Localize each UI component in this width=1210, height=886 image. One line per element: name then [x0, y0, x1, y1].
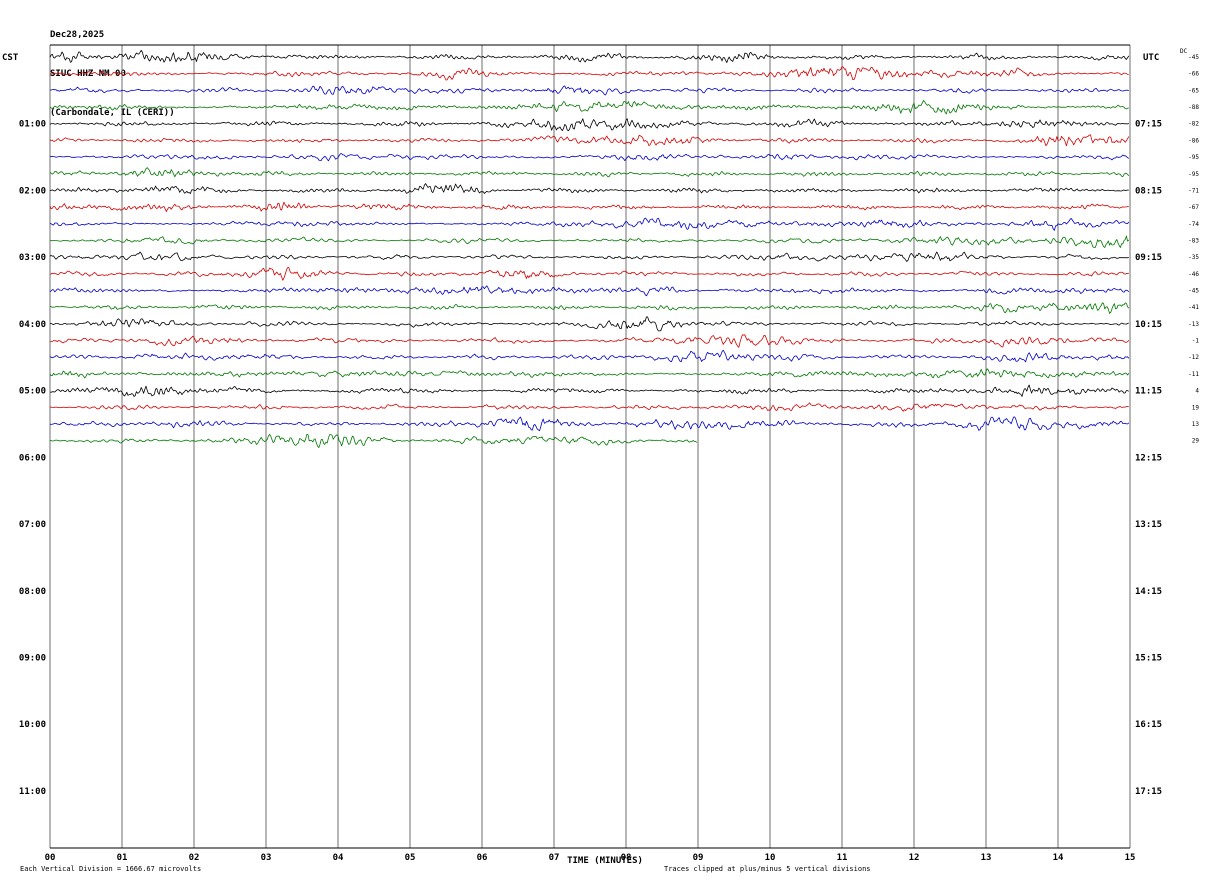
dc-offset-value: -66: [1188, 71, 1199, 78]
seismogram-trace: [49, 302, 1130, 314]
left-time-label: 06:00: [19, 453, 46, 463]
x-tick-label: 07: [549, 853, 560, 863]
x-tick-label: 01: [117, 853, 128, 863]
right-axis-header: UTC: [1143, 53, 1159, 63]
dc-offset-value: -95: [1188, 154, 1199, 161]
dc-offset-value: -45: [1188, 288, 1199, 295]
dc-offset-value: -46: [1188, 271, 1199, 278]
seismogram-trace: [49, 349, 1130, 363]
x-tick-label: 00: [45, 853, 56, 863]
right-time-label: 17:15: [1135, 787, 1162, 797]
title-date: Dec28,2025: [50, 30, 105, 40]
left-time-label: 02:00: [19, 186, 46, 196]
right-time-label: 07:15: [1135, 120, 1162, 130]
seismogram-trace: [49, 416, 1130, 432]
x-tick-label: 06: [477, 853, 488, 863]
left-time-label: 09:00: [19, 653, 46, 663]
left-time-label: 10:00: [19, 720, 46, 730]
left-time-label: 11:00: [19, 787, 46, 797]
x-tick-label: 11: [837, 853, 848, 863]
right-time-label: 08:15: [1135, 186, 1162, 196]
dc-offset-value: -71: [1188, 187, 1199, 194]
seismogram-trace: [49, 217, 1130, 231]
seismogram-trace: [49, 368, 1130, 379]
left-time-label: 08:00: [19, 587, 46, 597]
dc-offset-value: -88: [1188, 104, 1199, 111]
clipping-note: Traces clipped at plus/minus 5 vertical …: [664, 865, 871, 873]
dc-offset-value: 4: [1195, 388, 1199, 395]
right-time-label: 13:15: [1135, 520, 1162, 530]
x-tick-label: 12: [909, 853, 920, 863]
left-time-label: 01:00: [19, 120, 46, 130]
dc-offset-value: 29: [1192, 438, 1200, 445]
right-time-label: 09:15: [1135, 253, 1162, 263]
right-time-label: 12:15: [1135, 453, 1162, 463]
dc-offset-value: -11: [1188, 371, 1199, 378]
left-time-label: 07:00: [19, 520, 46, 530]
x-tick-label: 08: [621, 853, 632, 863]
dc-offset-value: -82: [1188, 121, 1199, 128]
dc-offset-value: -67: [1188, 204, 1199, 211]
dc-offset-value: -95: [1188, 171, 1199, 178]
left-time-label: 05:00: [19, 387, 46, 397]
dc-offset-value: -41: [1188, 304, 1199, 311]
seismogram-trace: [49, 251, 1129, 262]
x-tick-label: 09: [693, 853, 704, 863]
seismogram-trace: [49, 66, 1129, 81]
dc-column-header: DC: [1180, 48, 1188, 55]
seismogram-trace: [49, 153, 1130, 162]
left-axis-header: CST: [2, 53, 19, 63]
seismogram-trace: [50, 235, 1130, 248]
x-tick-label: 13: [981, 853, 992, 863]
x-tick-label: 04: [333, 853, 344, 863]
dc-offset-value: -13: [1188, 321, 1199, 328]
right-time-label: 16:15: [1135, 720, 1162, 730]
dc-offset-value: -45: [1188, 54, 1199, 61]
seismogram-trace: [49, 85, 1129, 96]
seismogram-trace: [49, 433, 698, 449]
right-time-label: 15:15: [1135, 653, 1162, 663]
seismogram-trace: [49, 167, 1130, 178]
x-tick-label: 15: [1125, 853, 1136, 863]
dc-offset-value: -65: [1188, 87, 1199, 94]
seismogram-trace: [49, 100, 1129, 115]
x-tick-label: 10: [765, 853, 776, 863]
dc-offset-value: 13: [1192, 421, 1200, 428]
seismogram-trace: [49, 285, 1130, 297]
left-time-label: 03:00: [19, 253, 46, 263]
x-tick-label: 02: [189, 853, 200, 863]
right-time-label: 10:15: [1135, 320, 1162, 330]
dc-offset-value: -86: [1188, 137, 1199, 144]
seismogram-trace: [50, 134, 1130, 147]
seismogram-trace: [49, 402, 1129, 412]
x-tick-label: 05: [405, 853, 416, 863]
dc-offset-value: -12: [1188, 354, 1199, 361]
seismogram-trace: [49, 267, 1129, 281]
seismogram-trace: [49, 118, 1130, 132]
vertical-division-note: Each Vertical Division = 1666.67 microvo…: [20, 865, 202, 873]
right-time-label: 11:15: [1135, 387, 1162, 397]
x-tick-label: 03: [261, 853, 272, 863]
dc-offset-value: -74: [1188, 221, 1199, 228]
left-time-label: 04:00: [19, 320, 46, 330]
right-time-label: 14:15: [1135, 587, 1162, 597]
seismogram-trace: [49, 201, 1129, 213]
title-location: (Carbondale, IL (CERI)): [50, 108, 175, 118]
x-tick-label: 14: [1053, 853, 1064, 863]
dc-offset-value: -35: [1188, 254, 1199, 261]
seismogram-trace: [50, 316, 1129, 332]
seismogram-trace: [49, 50, 1130, 63]
seismogram-trace: [49, 334, 1130, 348]
x-axis-title: TIME (MINUTES): [567, 856, 643, 866]
seismogram-trace: [49, 384, 1129, 397]
seismogram-trace: [49, 183, 1129, 195]
dc-offset-value: 19: [1192, 404, 1200, 411]
dc-offset-value: -83: [1188, 237, 1199, 244]
dc-offset-value: -1: [1192, 338, 1200, 345]
